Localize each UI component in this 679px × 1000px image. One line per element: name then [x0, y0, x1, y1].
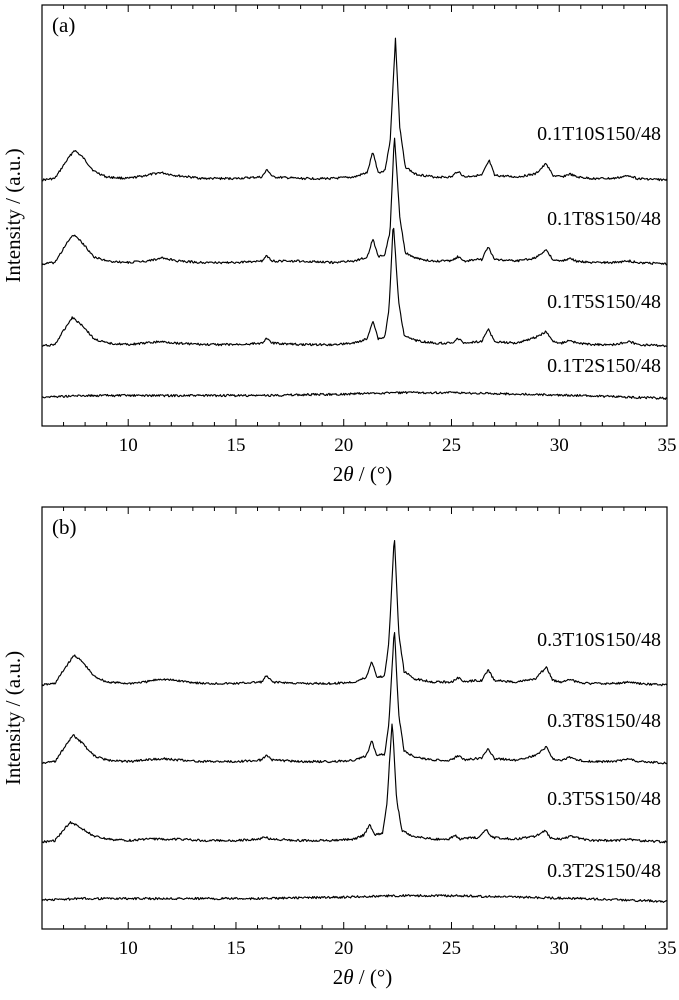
x-tick-label: 15 — [226, 938, 245, 959]
x-tick-label: 35 — [658, 435, 677, 456]
panel-label: (a) — [52, 13, 75, 37]
series-label: 0.1T8S150/48 — [547, 208, 661, 230]
series-line — [41, 632, 668, 765]
panel-label: (b) — [52, 515, 77, 539]
series-label: 0.3T5S150/48 — [547, 788, 661, 810]
series-label: 0.3T2S150/48 — [547, 860, 661, 882]
plot-frame — [41, 4, 668, 427]
series-line — [41, 540, 668, 687]
x-tick-label: 10 — [119, 435, 138, 456]
panel-a: 10 15 20 25 30 35 2θ / (°) Intensity / (a.u.) (a… — [1, 4, 677, 486]
series-label: 0.3T8S150/48 — [547, 710, 661, 732]
x-tick-label: 30 — [550, 435, 569, 456]
series-line — [41, 723, 667, 844]
panel-b: 10 15 20 25 30 35 2θ / (°) Intensity / (a.u.) (b… — [1, 506, 677, 989]
x-axis-title: 2θ / (°) — [333, 462, 393, 486]
x-tick-label: 35 — [658, 938, 677, 959]
series-line — [41, 894, 668, 903]
x-tick-label: 30 — [550, 938, 569, 959]
plot-frame — [41, 506, 668, 930]
x-tick-label: 15 — [226, 435, 245, 456]
x-tick-label: 25 — [442, 938, 461, 959]
series-line — [41, 391, 668, 400]
series-label: 0.1T5S150/48 — [547, 291, 661, 313]
series-label: 0.1T2S150/48 — [547, 355, 661, 377]
y-axis-title: Intensity / (a.u.) — [1, 651, 25, 785]
x-tick-label: 20 — [334, 938, 353, 959]
y-axis-title: Intensity / (a.u.) — [1, 148, 25, 282]
series-line — [41, 37, 668, 182]
x-tick-label: 10 — [119, 938, 138, 959]
series-line — [41, 137, 667, 266]
series-label: 0.1T10S150/48 — [537, 123, 661, 145]
x-axis-title: 2θ / (°) — [333, 965, 393, 989]
x-tick-label: 20 — [334, 435, 353, 456]
series-label: 0.3T10S150/48 — [537, 629, 661, 651]
x-tick-label: 25 — [442, 435, 461, 456]
series-line — [41, 227, 668, 348]
